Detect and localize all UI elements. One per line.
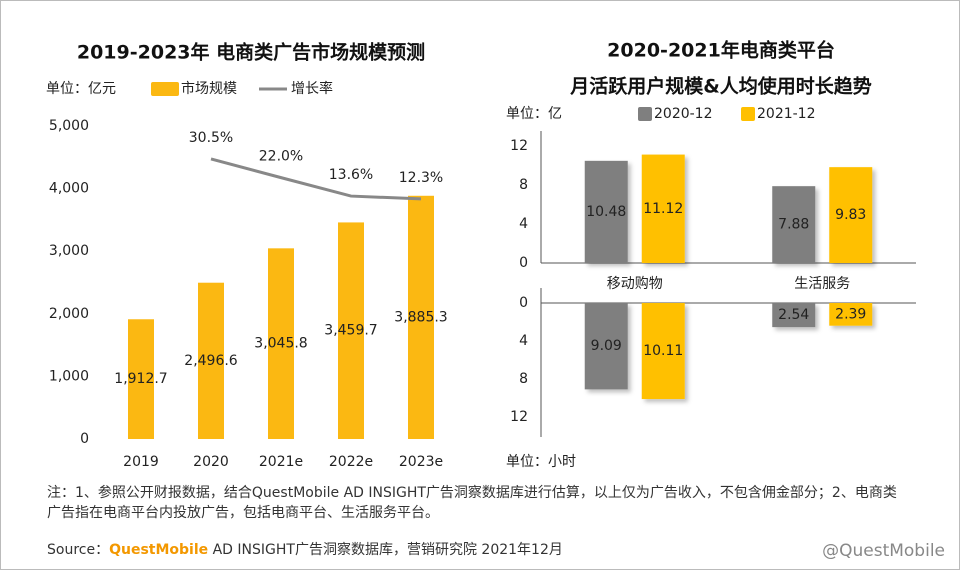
y-tick-label: 8 [519,177,528,193]
bar-value-label: 9.83 [835,207,866,223]
chart-title: 2019-2023年 电商类广告市场规模预测 [77,41,425,64]
x-tick-label: 2021e [259,454,303,470]
bar-value-label: 2,496.6 [184,353,238,369]
bar [338,222,364,439]
x-tick-label: 2023e [399,454,443,470]
bar-value-label: 3,459.7 [324,323,377,339]
line-value-label: 22.0% [259,149,303,165]
notes: 注：1、参照公开财报数据，结合QuestMobile AD INSIGHT广告洞… [47,485,897,521]
legend-label: 增长率 [291,80,333,97]
legend-swatch [151,82,179,96]
y-tick-label: 4 [519,216,528,232]
bar-value-label: 7.88 [778,217,809,233]
y-tick-label: 4,000 [49,181,89,197]
bar-value-label: 3,885.3 [394,309,447,325]
bar [268,248,294,439]
legend-swatch [741,107,755,121]
line [210,157,422,201]
bar-value-label: 2.54 [778,307,809,323]
bar [128,319,154,439]
x-tick-label: 2020 [193,454,229,470]
unit-label: 单位：亿 [506,106,562,122]
source-brand: QuestMobile [109,542,209,558]
bar [829,303,873,326]
bar [408,195,434,439]
y-tick-label: 0 [519,255,528,271]
legend-label: 2021-12 [757,106,816,122]
unit-label: 单位：亿元 [46,81,116,97]
bar [829,167,873,263]
y-tick-label: 5,000 [49,118,89,134]
bar-value-label: 10.48 [586,204,626,220]
source: Source：QuestMobile AD INSIGHT广告洞察数据库，营销研… [47,539,563,559]
bar [198,282,224,439]
y-tick-label: 0 [80,431,89,447]
x-tick-label: 生活服务 [794,276,850,292]
bar [584,160,628,263]
bar [641,154,685,263]
bar [641,303,685,400]
unit-label: 单位：小时 [506,454,576,470]
chart-title: 2020-2021年电商类平台 [607,39,835,62]
x-tick-label: 移动购物 [607,276,663,292]
legend-label: 2020-12 [654,106,713,122]
bar-value-label: 9.09 [591,338,622,354]
y-tick-label: 12 [510,409,528,425]
bar [772,303,816,328]
bar-value-label: 1,912.7 [114,371,167,387]
bar-value-label: 11.12 [643,201,683,217]
chart-title: 月活跃用户规模&人均使用时长趋势 [569,75,872,98]
legend-swatch [638,107,652,121]
bar [772,186,816,263]
bar-value-label: 10.11 [643,343,683,359]
y-tick-label: 12 [510,138,528,154]
line-value-label: 12.3% [399,170,443,186]
y-tick-label: 1,000 [49,368,89,384]
y-tick-label: 4 [519,333,528,349]
y-tick-label: 0 [519,295,528,311]
y-tick-label: 8 [519,371,528,387]
line-value-label: 30.5% [189,130,233,146]
y-tick-label: 2,000 [49,306,89,322]
y-tick-label: 3,000 [49,243,89,259]
source-prefix: Source： [47,542,110,558]
bar [584,303,628,390]
x-tick-label: 2019 [123,454,159,470]
x-tick-label: 2022e [329,454,373,470]
bar-value-label: 2.39 [835,306,866,322]
bar-value-label: 3,045.8 [254,336,307,352]
line-value-label: 13.6% [329,167,373,183]
watermark: @QuestMobile [822,541,945,561]
source-text: AD INSIGHT广告洞察数据库，营销研究院 2021年12月 [208,542,563,558]
legend-label: 市场规模 [181,80,237,97]
